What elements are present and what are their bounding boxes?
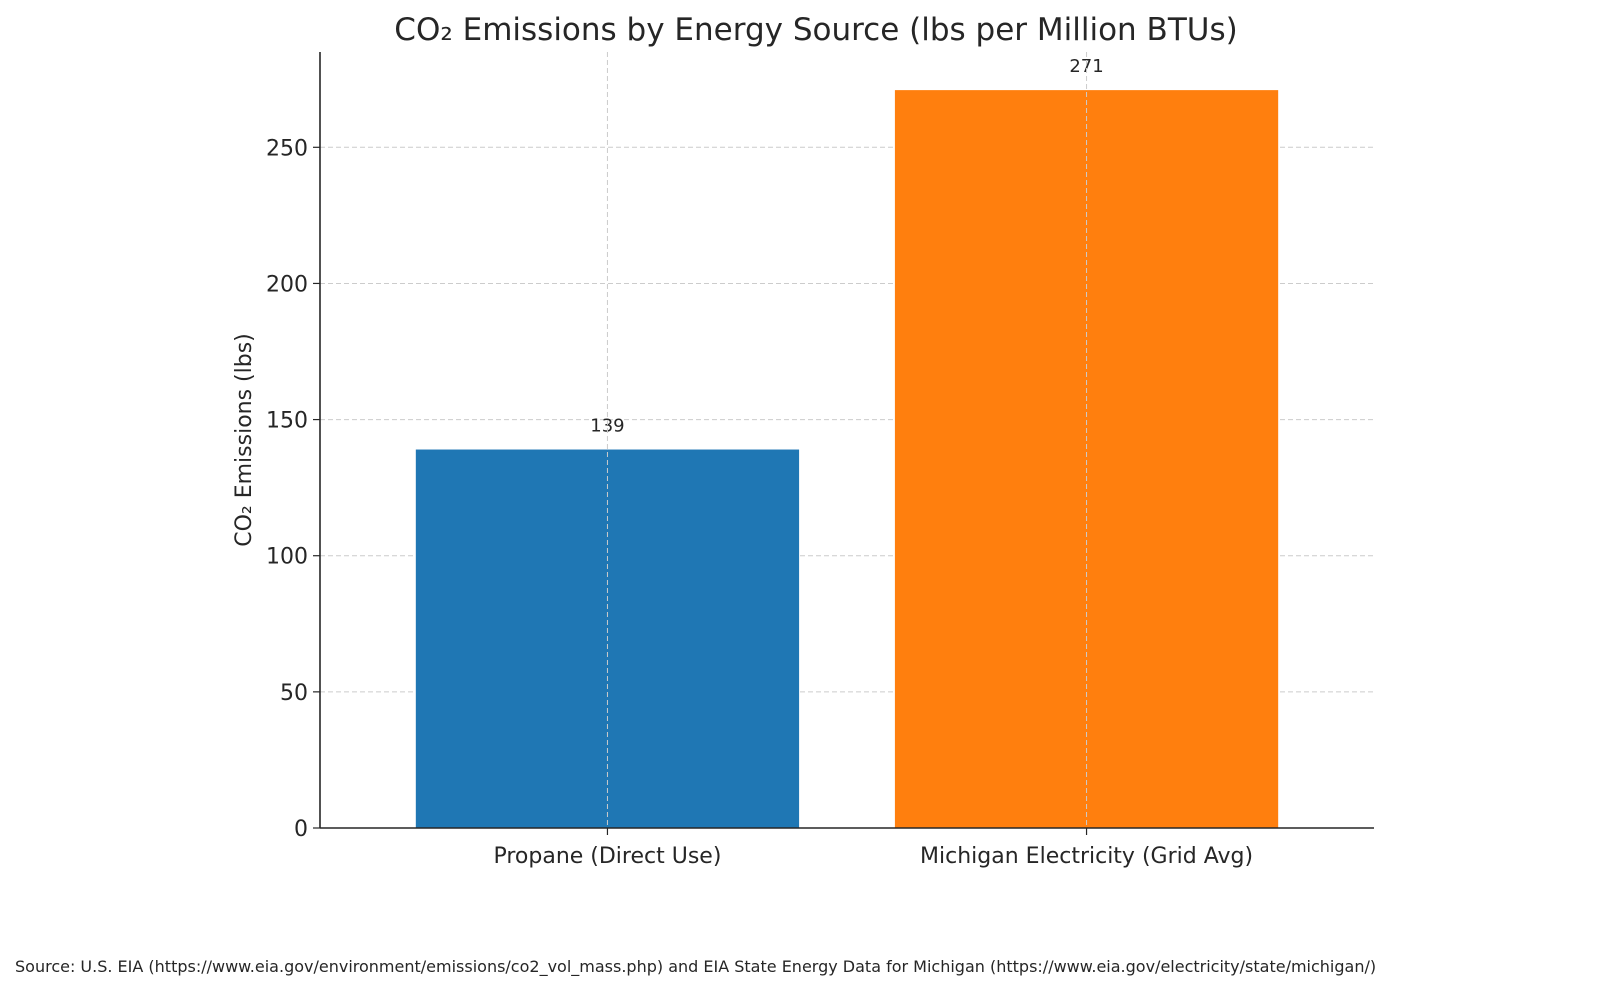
bars — [415, 90, 1279, 828]
y-tick-label: 50 — [280, 681, 308, 706]
y-axis-ticks: 0 50 100 150 200 250 — [266, 136, 320, 842]
chart-title: CO₂ Emissions by Energy Source (lbs per … — [394, 12, 1237, 48]
y-tick-label: 250 — [266, 136, 308, 161]
x-tick-label: Michigan Electricity (Grid Avg) — [920, 844, 1253, 869]
bar-data-label: 271 — [1069, 56, 1103, 77]
y-tick-label: 100 — [266, 545, 308, 570]
source-note: Source: U.S. EIA (https://www.eia.gov/en… — [15, 957, 1376, 977]
bar-data-label: 139 — [590, 416, 624, 437]
y-tick-label: 0 — [294, 817, 308, 842]
x-tick-label: Propane (Direct Use) — [493, 844, 721, 869]
x-axis-ticks: Propane (Direct Use) Michigan Electricity… — [493, 828, 1253, 869]
data-labels: 139 271 — [590, 52, 1104, 828]
y-axis-label: CO₂ Emissions (lbs) — [232, 333, 257, 547]
y-tick-label: 150 — [266, 409, 308, 434]
y-tick-label: 200 — [266, 272, 308, 297]
